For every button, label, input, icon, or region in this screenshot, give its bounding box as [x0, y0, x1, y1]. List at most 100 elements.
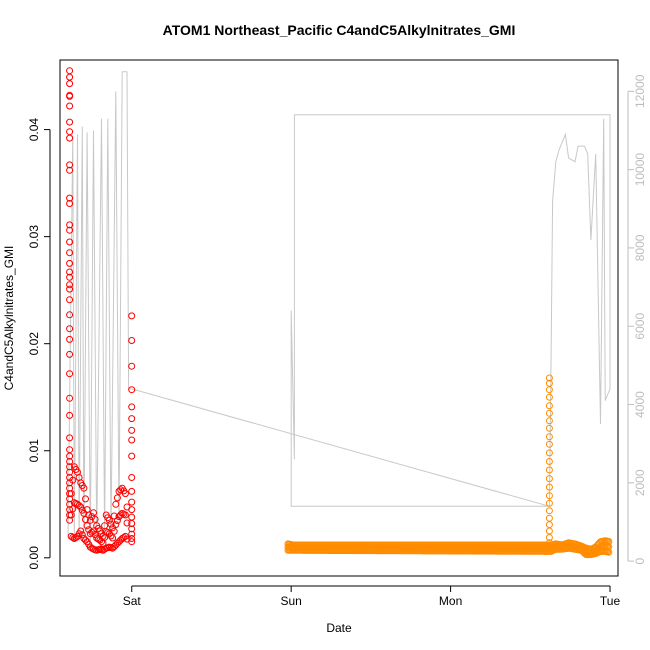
data-point [123, 503, 131, 511]
data-point [66, 273, 74, 281]
data-point [66, 249, 74, 257]
data-point [66, 468, 74, 476]
data-point [545, 402, 553, 410]
data-point [112, 521, 120, 529]
data-point [545, 521, 553, 529]
data-point [107, 532, 115, 540]
data-point [123, 535, 131, 543]
y-left-tick-label: 0.01 [27, 439, 41, 463]
data-point [66, 134, 74, 142]
data-point [66, 73, 74, 81]
y-right-tick-label: 2000 [633, 469, 647, 496]
series-0-points [66, 67, 136, 546]
data-point [75, 502, 83, 510]
data-point [66, 281, 74, 289]
data-point [128, 498, 136, 506]
y-right-tick-label: 8000 [633, 234, 647, 261]
y-left-tick-label: 0.04 [27, 118, 41, 142]
data-point [117, 511, 125, 519]
data-point [128, 452, 136, 460]
axes-layer: Sat Sun Mon Tue 0.00 0.01 0.02 0.03 0.04 0 2000 400… [27, 74, 647, 608]
data-point [545, 466, 553, 474]
data-point [605, 538, 613, 545]
data-point [66, 446, 74, 454]
x-tick-label: Mon [439, 594, 462, 608]
data-point [128, 520, 136, 527]
data-point [66, 325, 74, 333]
data-point [67, 490, 75, 498]
data-point [66, 463, 74, 471]
data-point [113, 494, 121, 502]
data-point [82, 495, 89, 503]
data-point [66, 311, 74, 319]
data-point [77, 527, 85, 535]
data-point [91, 515, 99, 523]
data-point [128, 535, 136, 542]
plot-area-frame [59, 59, 619, 577]
data-point [128, 530, 136, 538]
data-point [545, 374, 553, 382]
data-point [66, 434, 74, 442]
data-point [66, 394, 74, 402]
data-point [545, 386, 553, 394]
series-line-2 [67, 71, 611, 550]
data-point [105, 516, 113, 524]
data-point [69, 534, 77, 541]
data-point [66, 238, 74, 246]
x-tick-label: Tue [600, 594, 621, 608]
y-left-tick-label: 0.03 [27, 225, 41, 249]
data-point [545, 458, 553, 465]
y-left-tick-label: 0.00 [27, 546, 41, 570]
data-point [545, 393, 553, 401]
data-point [80, 484, 88, 492]
data-point [69, 476, 77, 484]
data-point [66, 350, 74, 358]
data-point [66, 80, 74, 88]
data-point [121, 511, 129, 519]
y-right-tick-label: 0 [633, 557, 647, 564]
data-point [128, 525, 136, 533]
y-right-tick-label: 12000 [633, 74, 647, 108]
data-point [66, 268, 74, 276]
x-axis-label: Date [326, 621, 352, 635]
data-point [545, 499, 553, 507]
x-tick-label: Sat [123, 594, 142, 608]
data-point [82, 516, 89, 523]
data-point [67, 511, 75, 519]
data-point [66, 226, 74, 234]
y-axis-label: C4andC5Alkylnitrates_GMI [2, 246, 16, 391]
data-point [112, 500, 120, 508]
data-point [545, 492, 553, 500]
data-point [128, 386, 136, 394]
data-point [605, 548, 613, 556]
data-point [128, 436, 136, 444]
data-point [545, 507, 553, 515]
data-point [66, 335, 74, 343]
data-point [545, 433, 553, 441]
data-point [66, 370, 74, 378]
data-point [66, 458, 74, 465]
data-point [109, 534, 117, 542]
series-0-dense-band [67, 463, 131, 554]
y-right-tick-label: 4000 [633, 391, 647, 418]
data-point [66, 161, 74, 169]
data-point [123, 519, 131, 527]
data-point [545, 514, 553, 522]
y-right-tick-label: 10000 [633, 153, 647, 187]
data-point [128, 487, 136, 495]
data-point [86, 516, 94, 524]
data-point [128, 513, 136, 521]
data-point [545, 483, 553, 491]
data-point [66, 67, 74, 75]
data-point [128, 415, 136, 423]
data-layer [66, 67, 613, 559]
data-point [545, 475, 553, 483]
data-point [128, 362, 136, 370]
data-point [128, 403, 136, 411]
data-point [110, 512, 118, 520]
y-right-tick-label: 6000 [633, 313, 647, 340]
data-point [110, 527, 118, 535]
data-point [113, 517, 121, 525]
data-point [545, 449, 553, 457]
